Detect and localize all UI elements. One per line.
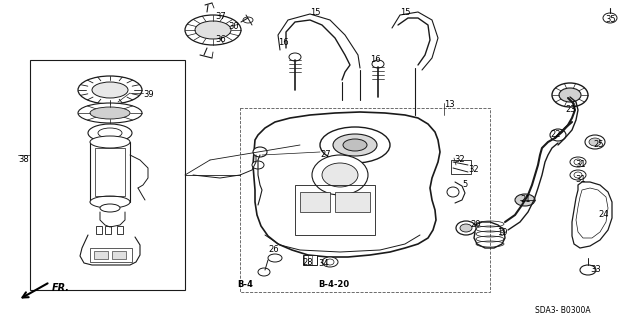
Text: 25: 25 — [593, 140, 604, 149]
Text: 19: 19 — [497, 228, 508, 237]
Text: 13: 13 — [444, 100, 454, 109]
Text: B-4: B-4 — [237, 280, 253, 289]
Text: 15: 15 — [310, 8, 321, 17]
Text: 35: 35 — [605, 15, 616, 24]
Bar — [451, 160, 471, 174]
Bar — [300, 192, 330, 212]
Ellipse shape — [447, 187, 459, 197]
Bar — [295, 185, 375, 235]
Bar — [117, 226, 123, 234]
Text: B-4-20: B-4-20 — [318, 280, 349, 289]
Ellipse shape — [460, 224, 472, 232]
Ellipse shape — [92, 82, 128, 98]
Ellipse shape — [88, 124, 132, 142]
Text: 31: 31 — [575, 160, 586, 169]
Bar — [90, 142, 130, 202]
Bar — [240, 108, 490, 292]
Text: 34: 34 — [318, 259, 328, 268]
Text: 38: 38 — [18, 155, 29, 164]
Bar — [94, 251, 108, 259]
Text: 20: 20 — [470, 220, 481, 229]
Ellipse shape — [589, 138, 601, 146]
Text: 32: 32 — [454, 155, 465, 164]
Ellipse shape — [289, 53, 301, 61]
Ellipse shape — [258, 268, 270, 276]
Text: 21: 21 — [520, 195, 531, 204]
Text: 5: 5 — [462, 180, 467, 189]
Text: FR.: FR. — [52, 283, 70, 293]
Text: 24: 24 — [598, 210, 609, 219]
Ellipse shape — [78, 103, 142, 123]
Bar — [30, 60, 185, 290]
Text: 16: 16 — [370, 55, 381, 64]
Ellipse shape — [552, 83, 588, 107]
Bar — [240, 108, 490, 292]
Text: 32: 32 — [468, 165, 479, 174]
Text: 22: 22 — [550, 130, 561, 139]
Text: 16: 16 — [278, 38, 289, 47]
Polygon shape — [572, 182, 612, 248]
Ellipse shape — [195, 21, 231, 39]
Ellipse shape — [570, 157, 586, 167]
Text: 28: 28 — [302, 258, 312, 267]
Text: 39: 39 — [143, 90, 154, 99]
Ellipse shape — [185, 15, 241, 45]
Bar — [335, 192, 370, 212]
Ellipse shape — [343, 139, 367, 151]
Bar — [303, 255, 317, 265]
Text: SDA3- B0300A: SDA3- B0300A — [535, 306, 591, 315]
Text: 26: 26 — [268, 245, 278, 254]
Ellipse shape — [268, 254, 282, 262]
Bar — [95, 148, 125, 196]
Ellipse shape — [580, 265, 596, 275]
Ellipse shape — [570, 170, 586, 180]
Ellipse shape — [456, 221, 476, 235]
Bar — [96, 226, 102, 234]
Text: 30: 30 — [228, 22, 239, 31]
Bar — [112, 251, 126, 259]
Ellipse shape — [550, 129, 566, 141]
Text: 27: 27 — [320, 150, 331, 159]
Ellipse shape — [585, 135, 605, 149]
Ellipse shape — [252, 161, 264, 169]
Ellipse shape — [333, 134, 377, 156]
Ellipse shape — [515, 194, 535, 206]
Ellipse shape — [90, 136, 130, 148]
Ellipse shape — [559, 88, 581, 102]
Text: 23: 23 — [565, 105, 575, 114]
Bar — [105, 226, 111, 234]
Ellipse shape — [78, 76, 142, 104]
Text: 36: 36 — [215, 35, 226, 44]
Text: 37: 37 — [215, 12, 226, 21]
Ellipse shape — [312, 155, 368, 195]
Bar — [90, 248, 132, 262]
Ellipse shape — [320, 127, 390, 163]
Text: 31: 31 — [575, 175, 586, 184]
Ellipse shape — [322, 163, 358, 187]
Ellipse shape — [253, 147, 267, 157]
Ellipse shape — [90, 107, 130, 119]
Text: 15: 15 — [400, 8, 410, 17]
Ellipse shape — [322, 257, 338, 267]
Text: 33: 33 — [590, 265, 601, 274]
Ellipse shape — [243, 17, 253, 23]
Ellipse shape — [100, 204, 120, 212]
Ellipse shape — [603, 13, 617, 23]
Ellipse shape — [90, 196, 130, 208]
Polygon shape — [253, 112, 440, 257]
Ellipse shape — [372, 60, 384, 68]
